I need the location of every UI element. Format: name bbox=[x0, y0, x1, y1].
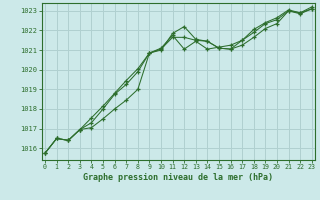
X-axis label: Graphe pression niveau de la mer (hPa): Graphe pression niveau de la mer (hPa) bbox=[84, 173, 273, 182]
